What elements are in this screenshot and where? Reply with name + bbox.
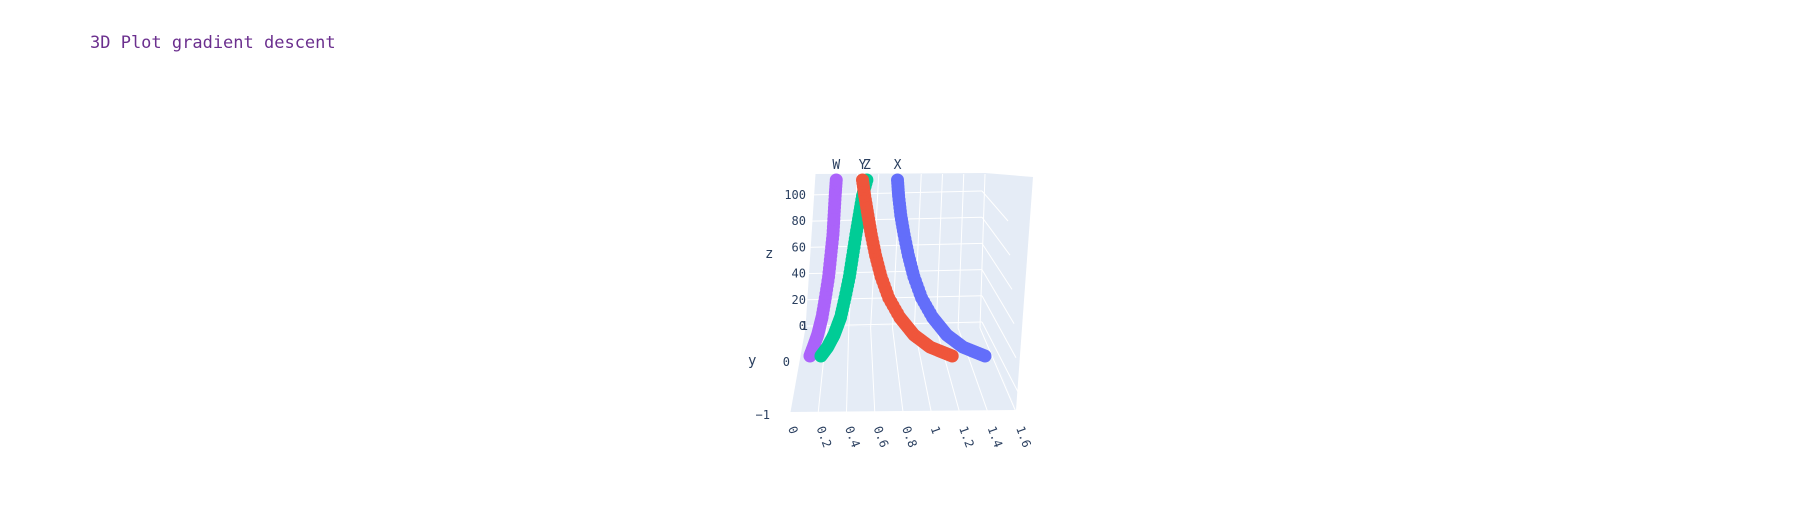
gridline-floor (846, 327, 850, 413)
gridline-floor (789, 327, 806, 413)
gridline-floor (935, 327, 960, 413)
x-tick-label: 1.6 (1013, 424, 1034, 449)
data-point[interactable] (856, 173, 869, 187)
gridline-right (981, 269, 1015, 324)
series-label: X (894, 158, 902, 173)
x-tick-label: 0.2 (814, 424, 835, 449)
y-axis-label: y (748, 353, 756, 369)
series-x: X (891, 158, 992, 363)
axis-labels: z y (748, 246, 773, 369)
gridline-right (981, 295, 1017, 359)
x-tick-label: 1.4 (985, 424, 1006, 449)
y-tick-label: −1 (756, 408, 770, 422)
x-tick-label: 1.2 (956, 424, 977, 449)
z-tick-label: 80 (792, 214, 806, 228)
series-label: Y (859, 158, 867, 173)
data-point[interactable] (829, 173, 843, 187)
z-tick-label: 20 (792, 293, 806, 307)
y-tick-label: 0 (783, 355, 790, 369)
chart-title: 3D Plot gradient descent (90, 33, 336, 53)
gridline-floor (979, 327, 1017, 413)
x-tick-label: 0 (785, 424, 801, 436)
gridline-x (957, 173, 965, 329)
z-axis-label: z (765, 246, 773, 262)
z-tick-label: 40 (792, 267, 806, 281)
y-tick-label: 1 (801, 319, 808, 333)
series-w: W (803, 158, 843, 363)
gridline-right (981, 190, 1009, 222)
gridline-x (913, 173, 922, 329)
series-label: W (832, 158, 840, 173)
gridline-right (981, 321, 1019, 393)
x-tick-label: 0.8 (899, 424, 920, 449)
z-tick-label: 100 (784, 188, 806, 202)
x-tick-label: 1 (928, 424, 944, 436)
x-tick-label: 0.4 (842, 424, 863, 449)
data-point[interactable] (891, 173, 904, 187)
x-tick-label: 0.6 (871, 424, 892, 449)
series-label: Z (863, 158, 871, 173)
gridline-z (806, 269, 983, 275)
gridline-x (935, 173, 943, 329)
gridline-floor (870, 327, 876, 413)
z-tick-label: 0 (799, 319, 806, 333)
gridline-x (979, 173, 986, 329)
series-group: W ZY X (803, 158, 992, 363)
gridline-floor (892, 327, 904, 413)
series-y: Y (856, 158, 959, 363)
z-tick-label: 60 (792, 240, 806, 254)
gridline-right (981, 243, 1013, 290)
gridline-x (804, 173, 816, 329)
gridline-right (981, 216, 1011, 256)
